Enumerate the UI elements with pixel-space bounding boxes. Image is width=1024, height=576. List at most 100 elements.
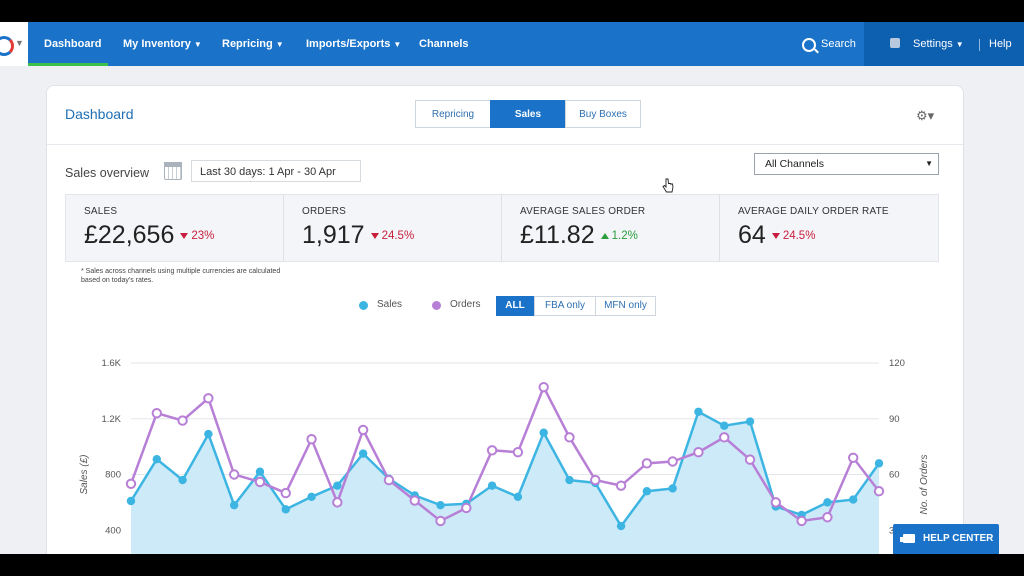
y-axis-label: Sales (£)	[79, 454, 90, 494]
sales-point	[694, 407, 703, 416]
y-tick-label: 1.6K	[101, 358, 121, 369]
sales-point	[616, 521, 626, 531]
legend-sales-label[interactable]: Sales	[377, 299, 403, 310]
kpi-label: AVERAGE SALES ORDER	[520, 206, 646, 217]
orders-point	[332, 497, 343, 508]
nav-dashboard[interactable]: Dashboard	[44, 38, 102, 50]
top-nav: ▼ Dashboard My Inventory ▼ Repricing ▼ Imp…	[0, 22, 1024, 66]
chevron-down-icon: ▼	[275, 40, 284, 49]
sales-area	[131, 411, 879, 554]
nav-imports-exports[interactable]: Imports/Exports ▼	[306, 38, 402, 50]
orders-point	[873, 486, 885, 497]
kpi-value: 64 24.5%	[738, 221, 816, 249]
dashboard-card: Dashboard Repricing Sales Buy Boxes ⚙▾ S…	[46, 85, 964, 554]
hand-cursor-icon	[662, 178, 674, 193]
kpi-change: 23%	[180, 230, 214, 242]
nav-settings[interactable]: Settings ▼	[913, 38, 964, 50]
filter-fba-only[interactable]: FBA only	[534, 296, 596, 316]
sales-point	[178, 475, 187, 485]
orders-point	[177, 415, 188, 426]
chevron-down-icon: ▼	[15, 38, 24, 48]
kpi-row: SALES £22,656 23% ORDERS 1,917 24.5% AVERA…	[65, 194, 939, 262]
kpi-value: £22,656 23%	[84, 221, 215, 249]
kpi-label: SALES	[84, 206, 118, 217]
gear-icon[interactable]: ⚙▾	[916, 108, 935, 123]
calendar-icon[interactable]	[164, 162, 182, 180]
kpi-value: 1,917 24.5%	[302, 221, 415, 249]
legend-sales-swatch[interactable]	[359, 301, 368, 310]
sales-point	[823, 498, 832, 507]
arrow-up-icon	[600, 233, 609, 240]
nav-divider	[979, 39, 980, 51]
currency-note: * Sales across channels using multiple c…	[81, 268, 281, 284]
orders-point	[590, 474, 601, 486]
kpi-sales: SALES £22,656 23%	[66, 195, 284, 261]
y-tick-label: 800	[105, 470, 121, 481]
nav-my-inventory[interactable]: My Inventory ▼	[123, 38, 202, 50]
logo-icon	[0, 36, 14, 56]
sales-point	[849, 495, 858, 504]
orders-point	[280, 487, 291, 499]
y-tick-label: 400	[105, 525, 121, 536]
search-link[interactable]: Search	[821, 38, 856, 50]
orders-point	[796, 515, 807, 527]
orders-point	[228, 469, 240, 480]
chevron-down-icon: ▼	[955, 40, 964, 49]
y2-tick-label: 120	[889, 358, 905, 369]
sales-point	[539, 428, 548, 437]
nav-repricing[interactable]: Repricing ▼	[222, 38, 284, 50]
orders-point	[486, 445, 498, 456]
kpi-average-sales-order: AVERAGE SALES ORDER £11.82 1.2%	[502, 195, 720, 261]
orders-point	[461, 502, 472, 514]
kpi-change: 24.5%	[370, 230, 414, 242]
sales-point	[745, 417, 755, 426]
sales-point	[126, 496, 136, 506]
search-icon[interactable]	[802, 38, 816, 52]
orders-point	[383, 474, 395, 486]
orders-point	[564, 432, 575, 443]
nav-channels[interactable]: Channels	[419, 38, 469, 50]
tab-sales[interactable]: Sales	[490, 100, 566, 128]
arrow-down-icon	[771, 233, 780, 240]
kpi-change: 1.2%	[600, 230, 638, 242]
orders-point	[770, 497, 782, 508]
orders-point	[641, 458, 653, 469]
sales-point	[513, 492, 523, 501]
sales-point	[720, 421, 729, 430]
chevron-down-icon: ▼	[193, 40, 202, 49]
user-icon[interactable]	[890, 38, 900, 48]
nav-help[interactable]: Help	[989, 38, 1012, 50]
orders-point	[538, 381, 549, 393]
y2-axis-label: No. of Orders	[919, 454, 930, 514]
tab-buy-boxes[interactable]: Buy Boxes	[565, 100, 641, 128]
filter-mfn-only[interactable]: MFN only	[595, 296, 656, 316]
nav-active-indicator	[28, 63, 108, 66]
sales-point	[668, 484, 677, 493]
y-tick-label: 1.2K	[101, 414, 121, 425]
kpi-average-daily-order-rate: AVERAGE DAILY ORDER RATE 64 24.5%	[720, 195, 938, 261]
y2-tick-label: 90	[889, 414, 900, 425]
sales-point	[565, 475, 574, 485]
orders-point	[744, 454, 756, 465]
orders-point	[693, 447, 704, 458]
arrow-down-icon	[370, 233, 379, 240]
sales-point	[358, 449, 368, 458]
app-screen: ▼ Dashboard My Inventory ▼ Repricing ▼ Imp…	[0, 22, 1024, 554]
sales-point	[204, 429, 213, 439]
sales-point	[255, 467, 265, 476]
kpi-label: AVERAGE DAILY ORDER RATE	[738, 206, 889, 217]
filter-all[interactable]: ALL	[496, 296, 534, 316]
channel-select[interactable]: All Channels ▼	[754, 153, 939, 175]
tab-repricing[interactable]: Repricing	[415, 100, 491, 128]
orders-point	[822, 512, 833, 523]
date-range-picker[interactable]: Last 30 days: 1 Apr - 30 Apr	[191, 160, 361, 182]
help-center-button[interactable]: HELP CENTER	[893, 524, 999, 554]
logo[interactable]: ▼	[0, 22, 28, 66]
legend-orders-swatch[interactable]	[432, 301, 441, 310]
sales-point	[307, 492, 316, 501]
page-title: Dashboard	[65, 106, 134, 122]
orders-point	[203, 393, 214, 404]
legend-orders-label[interactable]: Orders	[450, 299, 481, 310]
orders-point	[409, 495, 420, 506]
orders-point	[667, 456, 678, 467]
